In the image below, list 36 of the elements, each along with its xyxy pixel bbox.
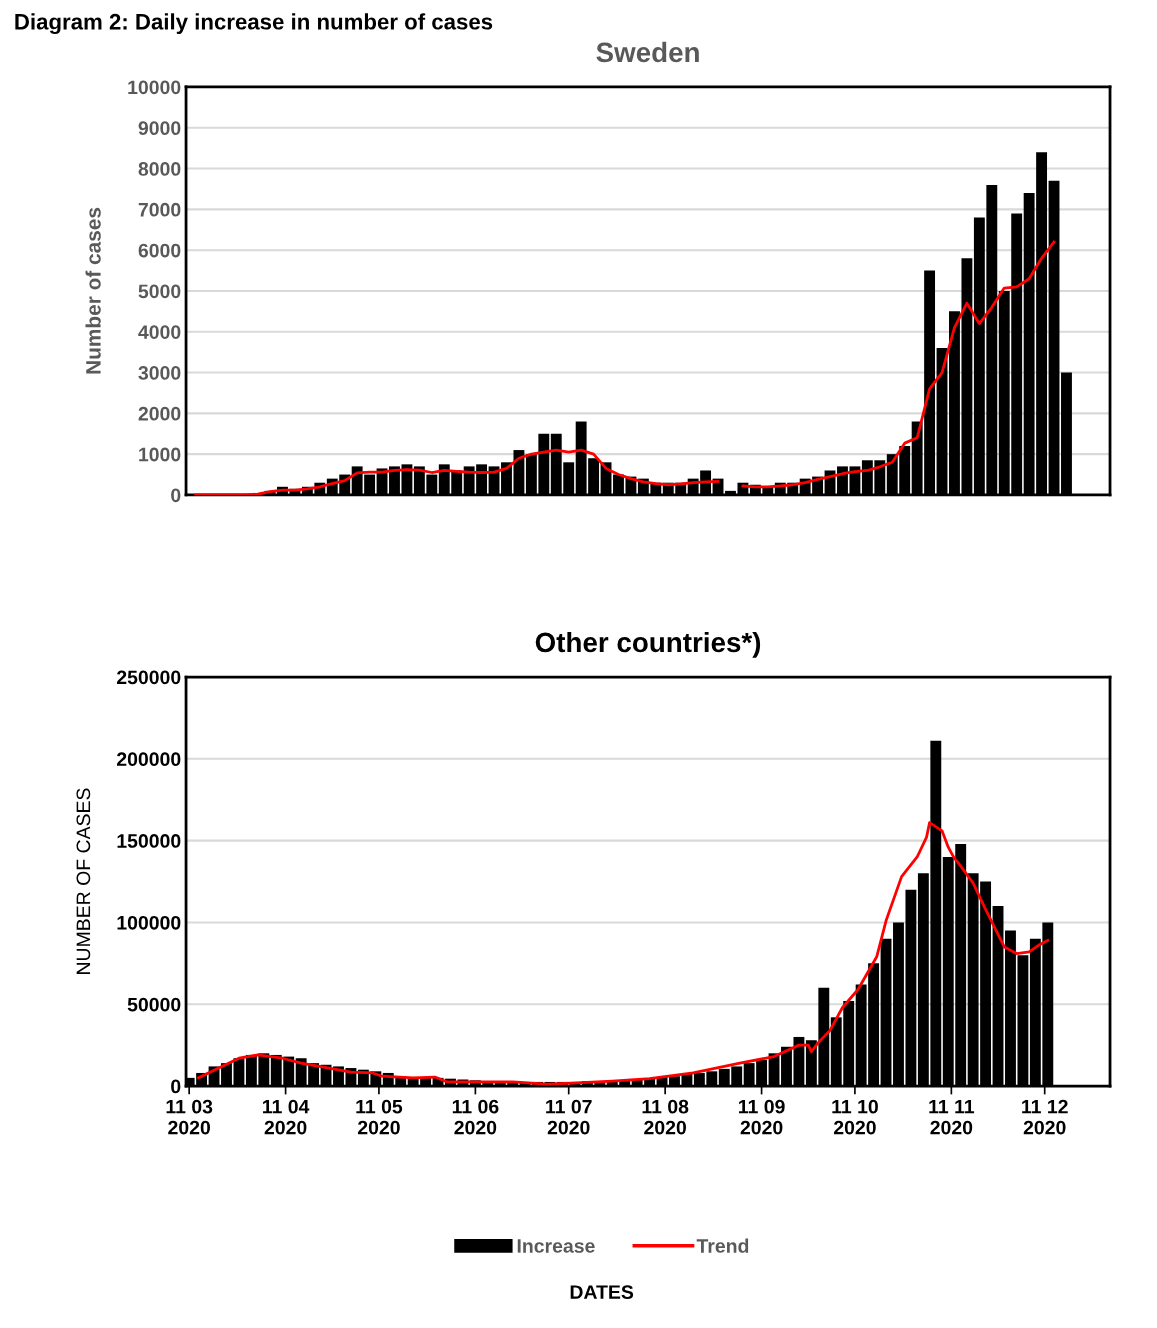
y-tick-label: 200000	[116, 752, 181, 767]
x-axis-title: DATES	[570, 1285, 634, 1299]
line-series	[197, 821, 1050, 1086]
x-tick-label: 11 03 2020	[166, 1099, 213, 1135]
chart-title: Other countries*)	[535, 631, 761, 658]
chart-title: Sweden	[596, 41, 699, 63]
x-tick-label: 11 11 2020	[929, 1099, 975, 1135]
y-tick-label: 0	[171, 488, 181, 503]
x-tick-label: 11 08 2020	[642, 1099, 689, 1135]
y-tick-label: 250000	[116, 670, 181, 685]
y-tick-label: 3000	[138, 366, 181, 380]
y-tick-label: 2000	[138, 406, 181, 421]
x-tick-label: 11 07 2020	[546, 1099, 592, 1135]
y-tick-label: 100000	[117, 915, 181, 930]
y-tick-label: 5000	[138, 284, 181, 299]
x-tick-label: 11 04 2020	[263, 1099, 310, 1135]
legend-label: Increase	[517, 1239, 595, 1253]
legend-label: Trend	[696, 1238, 749, 1253]
y-tick-label: 10000	[128, 80, 181, 95]
y-tick-label: 7000	[138, 202, 181, 217]
text: Diagram 2: Daily increase in number of cases	[15, 13, 493, 35]
y-tick-label: 1000	[139, 447, 181, 462]
x-tick-label: 11 12 2020	[1022, 1099, 1068, 1135]
y-tick-label: 4000	[138, 325, 181, 339]
x-tick-label: 11 06 2020	[452, 1099, 499, 1135]
y-axis-title: Number of cases	[85, 207, 101, 374]
x-tick-label: 11 09 2020	[739, 1099, 785, 1135]
x-tick-label: 11 05 2020	[356, 1099, 403, 1135]
y-tick-label: 50000	[127, 997, 181, 1012]
x-tick-label: 11 10 2020	[832, 1099, 878, 1135]
y-tick-label: 9000	[138, 121, 181, 136]
y-tick-label: 6000	[138, 243, 181, 258]
y-tick-label: 150000	[117, 834, 181, 848]
y-axis-title: NUMBER OF CASES	[76, 788, 91, 974]
y-tick-label: 8000	[138, 162, 181, 176]
y-tick-label: 0	[171, 1079, 181, 1094]
